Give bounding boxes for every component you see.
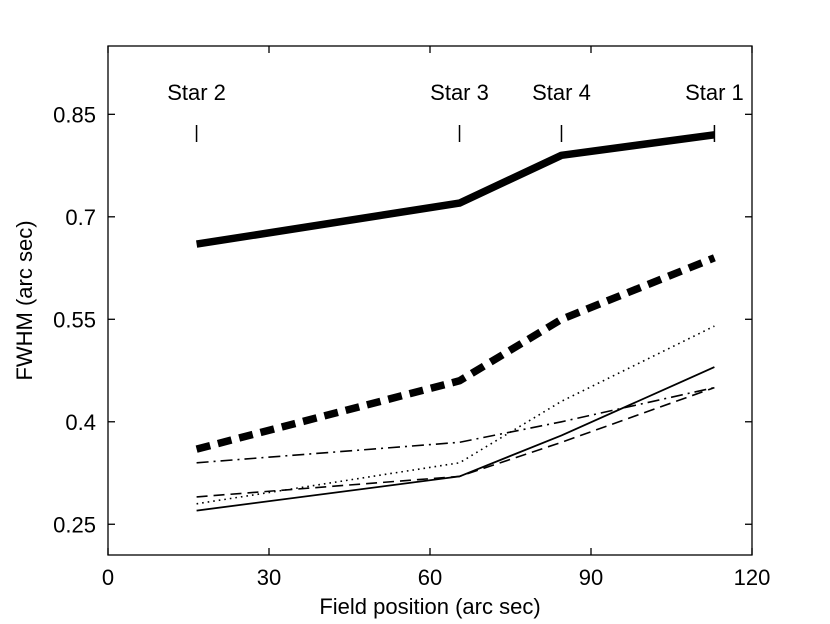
star-2-label: Star 2 — [167, 80, 226, 105]
star-4-label: Star 4 — [532, 80, 591, 105]
x-tick-label: 120 — [734, 565, 771, 590]
y-tick-label: 0.25 — [53, 512, 96, 537]
series-line-thick-dashed — [195, 254, 716, 453]
y-axis-label: FWHM (arc sec) — [12, 220, 37, 380]
y-tick-label: 0.55 — [53, 307, 96, 332]
x-axis-label: Field position (arc sec) — [319, 594, 540, 619]
star-1-label: Star 1 — [685, 80, 744, 105]
x-tick-label: 30 — [257, 565, 281, 590]
series-line-thick-solid — [196, 131, 715, 248]
series-layer — [195, 131, 716, 512]
star-marker-layer: Star 2 Star 3 Star 4 Star 1 — [167, 80, 744, 142]
series-line-thin-solid — [196, 366, 715, 512]
series-line-thin-dashed — [196, 386, 715, 498]
tick-layer: 0 30 60 90 120 0.25 0.4 0.55 0.7 0.85 — [53, 46, 770, 590]
star-3-label: Star 3 — [430, 80, 489, 105]
plot-frame — [107, 45, 753, 556]
series-line-dash-dot — [196, 386, 715, 464]
x-tick-label: 60 — [418, 565, 442, 590]
y-tick-label: 0.4 — [65, 410, 96, 435]
x-tick-label: 0 — [102, 565, 114, 590]
y-tick-label: 0.7 — [65, 205, 96, 230]
y-tick-label: 0.85 — [53, 102, 96, 127]
x-tick-label: 90 — [579, 565, 603, 590]
